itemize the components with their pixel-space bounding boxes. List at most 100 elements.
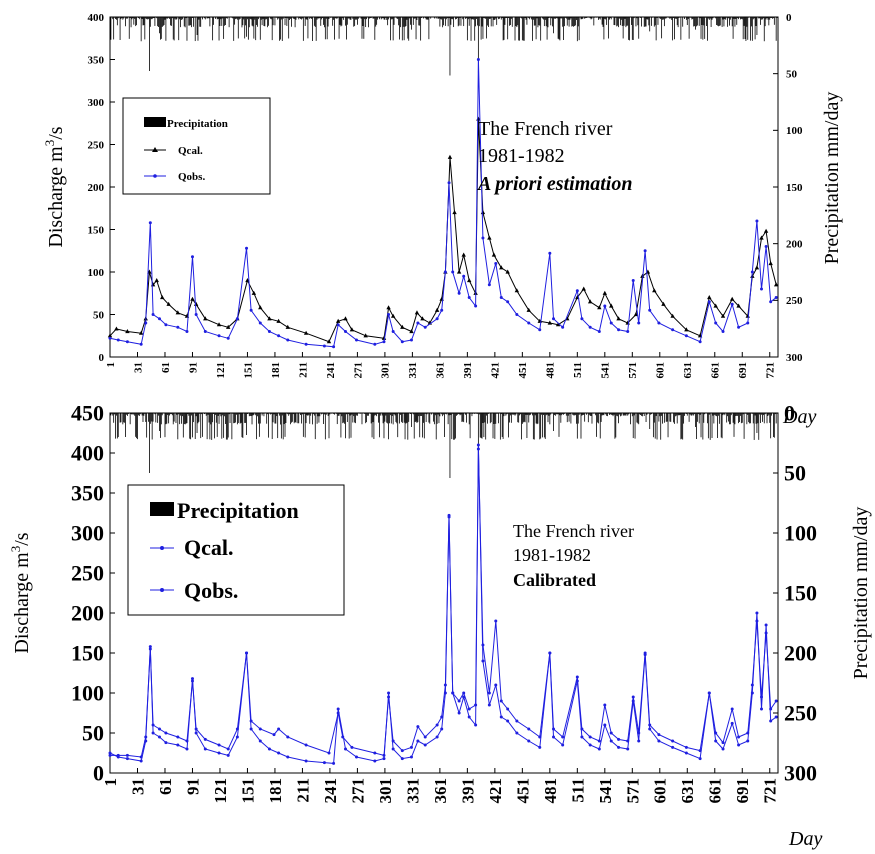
top-data-point [466,278,472,283]
bottom-legend-precip-swatch [150,502,174,516]
top-data-point [451,270,455,274]
top-data-point [506,300,510,304]
bottom-x-tick-labels: 1 31 61 91 121 151 181 211 241 271 301 331 361 391 421… [101,778,780,804]
top-x-tick-label: 31 [132,362,144,373]
top-data-point [447,181,451,185]
top-data-point [138,330,144,335]
bottom-x-tick-label: 181 [266,778,285,804]
bottom-x-tick-label: 451 [513,778,532,804]
top-y2-tick-label: 0 [786,12,792,24]
top-y2-tick-label: 250 [786,295,803,307]
top-data-point [462,274,466,278]
top-data-point [670,313,675,318]
bottom-data-point [506,707,510,711]
top-legend-qcal-label: Qcal. [178,145,203,157]
top-x-tick-label: 331 [407,362,419,379]
top-x-tick-label: 301 [380,362,392,379]
bottom-y2-tick-label: 100 [784,521,817,546]
bottom-series-line-qobs [109,444,777,764]
top-x-tick-label: 691 [737,362,749,379]
top-data-point [759,235,764,240]
bottom-data-point [457,699,461,703]
bottom-data-point [575,679,579,683]
top-data-point [258,305,263,310]
top-data-point [494,262,498,265]
top-x-axis-label: Day [782,406,816,428]
bottom-data-point [148,645,152,649]
bottom-data-point [451,691,455,695]
bottom-legend: Precipitation Qcal. Qobs. [127,484,345,616]
bottom-data-point [350,745,354,749]
top-data-point [588,325,592,329]
bottom-data-point [707,691,711,695]
bottom-data-point [637,739,641,743]
bottom-data-point [597,739,601,743]
bottom-x-tick-label: 331 [403,778,422,804]
bottom-data-point [176,735,180,739]
top-data-point [216,322,222,327]
bottom-data-point [217,743,221,747]
bottom-legend-qobs-label: Qobs. [184,578,238,603]
bottom-data-point [457,711,461,715]
bottom-data-point [185,747,189,751]
bottom-data-point [435,735,439,739]
top-x-tick-label: 481 [545,362,557,379]
top-legend-precip-swatch [144,117,166,127]
top-data-point [754,265,760,270]
top-y-tick-label: 50 [93,309,105,321]
top-data-point [633,312,639,317]
bottom-data-point [737,743,741,747]
bottom-data-point [609,739,613,743]
bottom-data-point [730,721,734,725]
top-data-point [190,296,195,301]
top-data-point [474,304,478,308]
bottom-data-point [343,747,347,751]
top-legend: Precipitation Qcal. Qobs. [122,97,271,195]
top-y2-tick-label: 50 [786,69,798,81]
bottom-data-point [467,707,471,711]
top-chart-panel: 0 50 100 150 200 250 300 350 400 0 50 100 150 200 250… [42,12,843,379]
top-data-point [561,325,565,329]
bottom-data-point [267,747,271,751]
top-data-point [652,288,657,293]
bottom-data-point [327,751,331,755]
top-data-point [190,255,194,259]
bottom-annotation-method: Calibrated [513,570,596,590]
top-data-point [764,245,768,248]
bottom-y2-tick-label: 50 [784,461,806,486]
top-x-tick-label: 571 [627,362,639,379]
top-x-tick-label: 271 [352,362,364,379]
bottom-y-tick-label: 0 [93,761,104,786]
bottom-data-point [125,753,129,757]
bottom-data-point [580,735,584,739]
top-data-point [304,342,308,346]
bottom-data-point [588,735,592,739]
bottom-data-point [714,739,718,743]
top-data-point [499,296,503,299]
bottom-data-point [481,659,485,663]
bottom-y-tick-label: 250 [71,561,104,586]
top-data-point [750,270,754,274]
top-data-point [505,269,510,274]
bottom-data-point [416,725,420,729]
top-x-tick-label: 601 [655,362,667,379]
bottom-data-point [467,715,471,719]
top-data-point [602,290,608,295]
top-data-point [773,282,779,287]
top-data-point [447,154,453,159]
bottom-data-point [575,675,579,679]
top-data-point [597,305,602,310]
bottom-data-point [671,745,675,749]
bottom-y-tick-label: 150 [71,641,104,666]
bottom-data-point [527,739,531,743]
bottom-legend-qcal-label: Qcal. [184,535,234,560]
top-x-tick-label: 181 [270,362,282,379]
bottom-data-point [631,695,635,699]
bottom-data-point [382,757,386,761]
bottom-x-tick-label: 211 [293,778,312,803]
top-data-point [552,317,556,321]
bottom-x-tick-label: 721 [761,778,780,804]
top-data-point [435,317,439,321]
bottom-data-point [515,731,519,735]
top-data-point [714,321,718,325]
